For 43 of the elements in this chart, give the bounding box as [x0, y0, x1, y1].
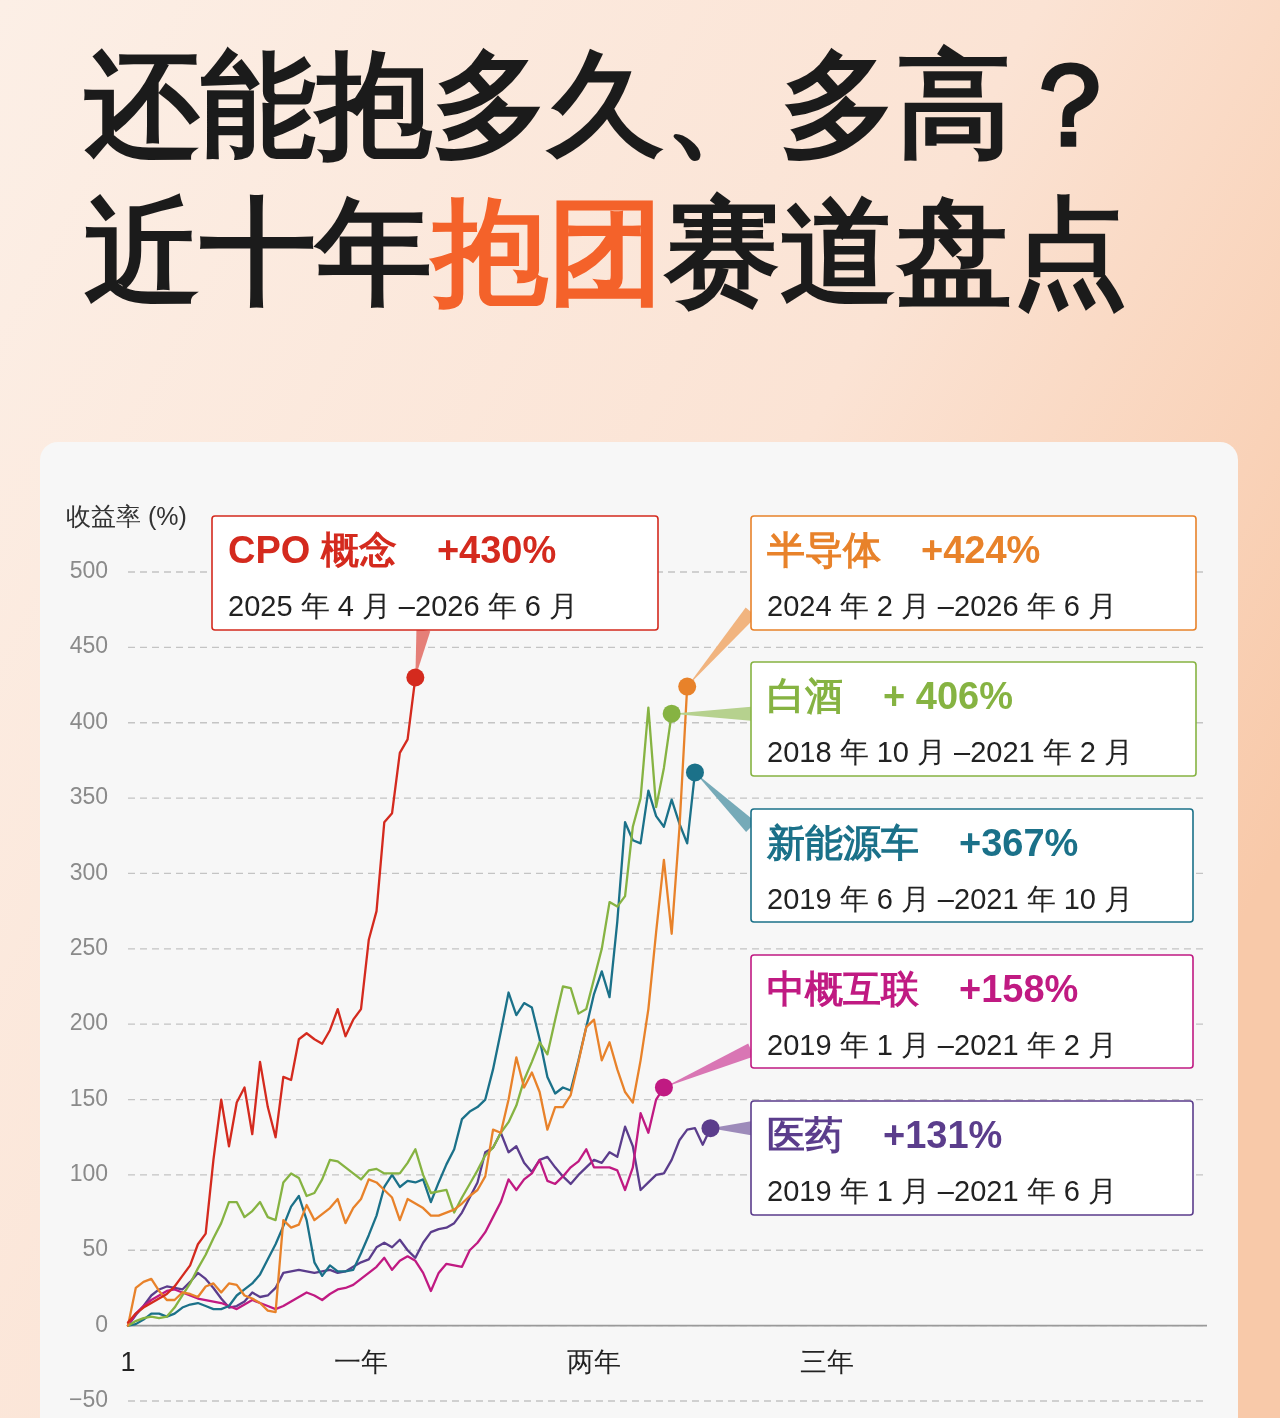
- y-tick-label: 450: [69, 632, 108, 659]
- text: +367%: [959, 822, 1079, 864]
- annotation: 2025 年 4 月 –2026 年 6 月: [228, 590, 578, 622]
- point: [685, 763, 704, 782]
- text: 中概互联: [767, 968, 920, 1010]
- y-tick-label: 300: [69, 858, 108, 885]
- y-tick-label: 100: [69, 1159, 108, 1186]
- y-tick-label: 0: [95, 1310, 108, 1337]
- point: [678, 677, 697, 696]
- series-label: 医药: [767, 1114, 843, 1156]
- y-axis-title: 收益率 (%): [66, 502, 187, 530]
- annotation: 2019 年 1 月 –2021 年 2 月: [767, 1029, 1117, 1061]
- text: +131%: [883, 1114, 1003, 1156]
- chart-title: 还能抱多久、多高？: [84, 40, 1128, 170]
- text: 半导体: [767, 529, 882, 571]
- point: [701, 1119, 720, 1138]
- text: + 406%: [883, 675, 1013, 717]
- point: [654, 1078, 673, 1097]
- text: 白酒: [767, 675, 843, 717]
- text: 新能源车: [766, 822, 919, 864]
- x-tick-label: 三年: [800, 1346, 854, 1377]
- chart-subtitle: 近十年抱团赛道盘点: [84, 187, 1128, 317]
- annotation: 2024 年 2 月 –2026 年 6 月: [767, 590, 1117, 622]
- y-tick-label: −50: [68, 1386, 108, 1413]
- x-tick-label: 两年: [567, 1346, 621, 1377]
- y-tick-label: 150: [69, 1084, 108, 1111]
- text: +424%: [921, 529, 1041, 571]
- y-tick-label: 50: [82, 1235, 108, 1262]
- x-tick-label: 1: [120, 1346, 136, 1377]
- x-tick-label: 一年: [334, 1346, 388, 1377]
- annotation: 2018 年 10 月 –2021 年 2 月: [767, 736, 1133, 768]
- point: [406, 668, 425, 687]
- annotation: 2019 年 1 月 –2021 年 6 月: [767, 1175, 1117, 1207]
- text: +430%: [436, 529, 557, 571]
- y-tick-label: 350: [69, 783, 108, 810]
- text: +158%: [959, 968, 1079, 1010]
- y-tick-label: 500: [69, 557, 108, 584]
- y-tick-label: 200: [69, 1009, 108, 1036]
- text: CPO 概念: [228, 529, 397, 571]
- y-tick-label: 250: [69, 933, 108, 960]
- y-tick-label: 400: [69, 707, 108, 734]
- point: [662, 704, 681, 723]
- annotation: 2019 年 6 月 –2021 年 10 月: [767, 883, 1133, 915]
